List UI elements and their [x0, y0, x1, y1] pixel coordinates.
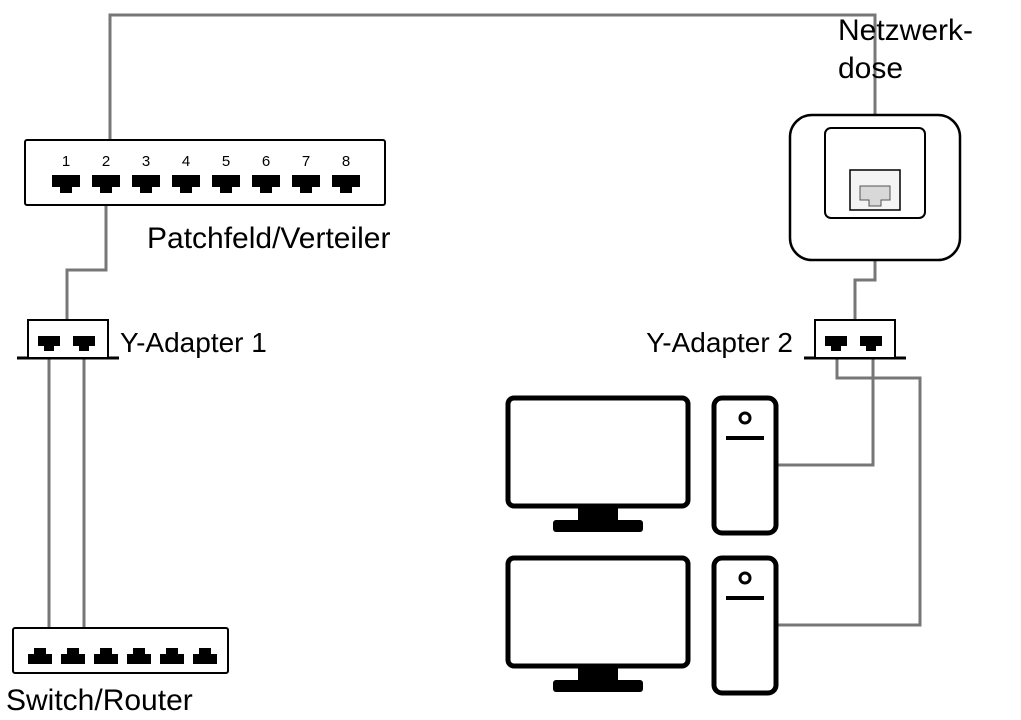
switch-router-label: Switch/Router [6, 684, 193, 717]
y-adapter-1 [17, 320, 119, 358]
computer-1 [508, 398, 776, 533]
y-adapter-2-label: Y-Adapter 2 [646, 327, 793, 358]
y-adapter-1-label: Y-Adapter 1 [120, 327, 267, 358]
patch-num-2: 2 [102, 153, 110, 170]
patch-num-8: 8 [342, 153, 350, 170]
netzwerkdose-label-l1: Netzwerk- [838, 14, 973, 47]
monitor-2-icon [508, 558, 688, 692]
netzwerkdose-jack [850, 170, 900, 210]
tower-1-icon [714, 398, 776, 533]
patch-num-3: 3 [142, 153, 150, 170]
patch-num-7: 7 [302, 153, 310, 170]
netzwerkdose [790, 115, 960, 260]
patch-panel-label: Patchfeld/Verteiler [147, 222, 390, 255]
wire-top-run [110, 15, 875, 140]
monitor-1-icon [508, 398, 688, 532]
patch-num-1: 1 [62, 153, 70, 170]
switch-router [13, 628, 228, 673]
wire-y2-to-pc2 [776, 358, 920, 625]
patch-panel: 1 2 3 4 5 6 7 8 [25, 140, 385, 205]
netzwerkdose-label-l2: dose [838, 52, 903, 85]
wire-patch-to-y1 [67, 194, 106, 320]
computer-2 [508, 558, 776, 693]
patch-num-6: 6 [262, 153, 270, 170]
tower-2-icon [714, 558, 776, 693]
patch-num-4: 4 [182, 153, 190, 170]
y-adapter-2 [804, 320, 906, 358]
patch-num-5: 5 [222, 153, 230, 170]
wire-y2-to-pc1 [776, 358, 873, 465]
